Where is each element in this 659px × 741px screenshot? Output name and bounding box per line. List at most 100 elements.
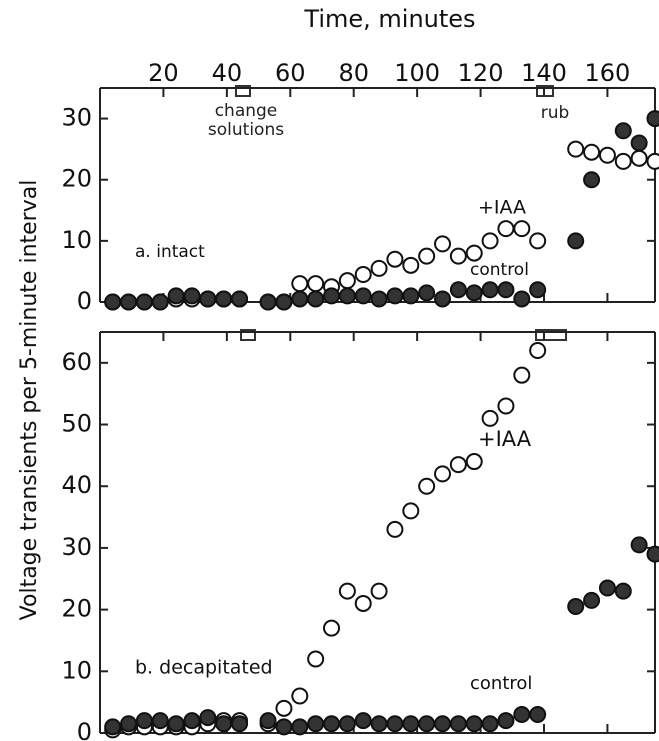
data-point (354, 265, 372, 283)
data-point (338, 272, 356, 290)
y-tick-label: 20 (61, 165, 92, 193)
data-point (151, 293, 169, 311)
data-point (497, 712, 515, 730)
y-axis-title: Voltage transients per 5-minute interval (17, 180, 42, 621)
data-point (465, 284, 483, 302)
data-point (183, 287, 201, 305)
data-point (338, 715, 356, 733)
data-point (513, 220, 531, 238)
data-point (434, 465, 452, 483)
data-point (481, 281, 499, 299)
data-point (386, 287, 404, 305)
data-point (567, 140, 585, 158)
data-point (630, 134, 648, 152)
data-point (275, 293, 293, 311)
y-tick-label: 30 (61, 533, 92, 561)
data-point (529, 232, 547, 250)
data-point (583, 171, 601, 189)
data-point (323, 715, 341, 733)
data-point (386, 250, 404, 268)
data-point (465, 244, 483, 262)
event-marker (535, 329, 567, 341)
data-point (583, 143, 601, 161)
data-point (614, 152, 632, 170)
data-point (449, 247, 467, 265)
y-tick-label: 0 (77, 718, 92, 741)
data-point (370, 715, 388, 733)
data-point (338, 287, 356, 305)
y-tick-label: 60 (61, 348, 92, 376)
data-point (598, 146, 616, 164)
data-point (215, 290, 233, 308)
x-tick-label: 40 (212, 59, 243, 87)
data-point (630, 149, 648, 167)
data-point (497, 397, 515, 415)
series-label: +IAA (478, 197, 526, 219)
data-point (338, 582, 356, 600)
data-point (402, 256, 420, 274)
data-point (199, 290, 217, 308)
data-point (418, 477, 436, 495)
data-point (402, 287, 420, 305)
data-point (434, 715, 452, 733)
data-point (418, 284, 436, 302)
y-tick-label: 10 (61, 656, 92, 684)
data-point (307, 290, 325, 308)
data-point (167, 715, 185, 733)
x-tick-label: 100 (394, 59, 440, 87)
data-point (215, 715, 233, 733)
data-point (598, 579, 616, 597)
y-tick-label: 10 (61, 226, 92, 254)
data-point (497, 220, 515, 238)
series-label: control (470, 673, 532, 694)
data-point (370, 290, 388, 308)
y-tick-label: 0 (77, 287, 92, 315)
annotation: rub (540, 103, 570, 123)
data-point (323, 619, 341, 637)
data-point (529, 281, 547, 299)
data-point (135, 293, 153, 311)
data-point (465, 453, 483, 471)
data-point (323, 287, 341, 305)
data-point (481, 715, 499, 733)
event-marker (235, 85, 251, 97)
data-point (646, 152, 659, 170)
data-point (291, 687, 309, 705)
data-point (449, 281, 467, 299)
y-tick-label: 20 (61, 595, 92, 623)
data-point (386, 715, 404, 733)
data-point (231, 290, 249, 308)
data-point (481, 232, 499, 250)
data-point (291, 290, 309, 308)
data-point (567, 598, 585, 616)
data-point (583, 591, 601, 609)
data-point (231, 715, 249, 733)
data-point (513, 290, 531, 308)
data-point (481, 409, 499, 427)
data-point (418, 715, 436, 733)
data-point (497, 281, 515, 299)
series-label: control (470, 260, 529, 280)
panel-title: a. intact (135, 242, 205, 262)
data-point (307, 650, 325, 668)
x-tick-label: 160 (585, 59, 631, 87)
data-point (120, 715, 138, 733)
data-point (354, 287, 372, 305)
y-tick-label: 50 (61, 410, 92, 438)
data-point (104, 718, 122, 736)
y-tick-label: 30 (61, 104, 92, 132)
data-point (259, 293, 277, 311)
data-point (307, 275, 325, 293)
data-point (402, 715, 420, 733)
data-point (614, 122, 632, 140)
data-point (104, 293, 122, 311)
data-point (386, 520, 404, 538)
data-point (630, 536, 648, 554)
data-point (120, 293, 138, 311)
x-tick-label: 120 (458, 59, 504, 87)
data-point (513, 366, 531, 384)
data-point (167, 287, 185, 305)
data-point (567, 232, 585, 250)
